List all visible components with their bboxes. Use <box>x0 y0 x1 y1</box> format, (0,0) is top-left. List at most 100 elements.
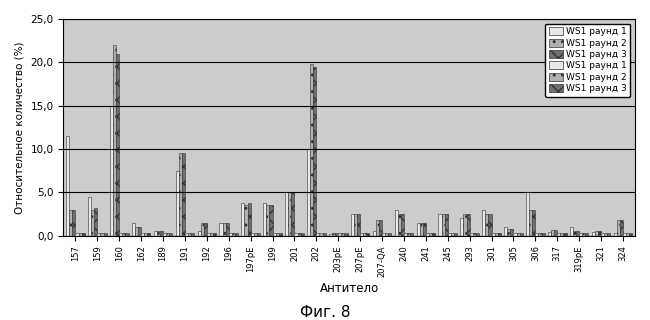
Bar <box>620 220 623 236</box>
Bar <box>470 233 473 236</box>
Bar <box>70 210 72 236</box>
Bar <box>310 64 313 236</box>
Bar <box>351 214 354 236</box>
Bar <box>482 210 486 236</box>
Bar <box>122 233 125 236</box>
Bar <box>354 214 357 236</box>
Bar <box>360 233 363 236</box>
Bar <box>113 45 116 236</box>
Bar <box>279 233 282 236</box>
Bar <box>157 231 160 236</box>
Bar <box>526 192 529 236</box>
Bar <box>367 233 369 236</box>
Bar <box>266 205 270 236</box>
Bar <box>519 233 523 236</box>
Bar <box>222 223 226 236</box>
Bar <box>294 233 298 236</box>
Bar <box>629 233 632 236</box>
Bar <box>160 231 163 236</box>
Bar <box>554 229 557 236</box>
Bar <box>132 223 135 236</box>
Bar <box>103 233 107 236</box>
Bar <box>213 233 216 236</box>
Bar <box>601 233 604 236</box>
Bar <box>426 233 429 236</box>
Bar <box>401 214 404 236</box>
Bar <box>570 227 573 236</box>
Bar <box>322 233 326 236</box>
Bar <box>144 233 148 236</box>
Bar <box>72 210 75 236</box>
Bar <box>573 231 576 236</box>
X-axis label: Антитело: Антитело <box>320 282 379 295</box>
Bar <box>119 233 122 236</box>
Bar <box>536 233 538 236</box>
Bar <box>441 214 445 236</box>
FancyBboxPatch shape <box>0 0 650 300</box>
Bar <box>125 233 129 236</box>
Bar <box>388 233 391 236</box>
Bar <box>301 233 304 236</box>
Bar <box>604 233 607 236</box>
Y-axis label: Относительное количество (%): Относительное количество (%) <box>15 41 25 213</box>
Bar <box>439 214 441 236</box>
Bar <box>166 233 169 236</box>
Bar <box>498 233 501 236</box>
Bar <box>226 223 229 236</box>
Bar <box>210 233 213 236</box>
Bar <box>288 192 291 236</box>
Bar <box>357 214 360 236</box>
Bar <box>110 106 113 236</box>
Bar <box>476 233 479 236</box>
Bar <box>138 227 141 236</box>
Bar <box>420 223 423 236</box>
Bar <box>422 223 426 236</box>
Bar <box>417 223 420 236</box>
Bar <box>244 205 248 236</box>
Bar <box>198 231 201 236</box>
Bar <box>91 210 94 236</box>
Bar <box>229 233 232 236</box>
Bar <box>486 214 488 236</box>
Bar <box>319 233 322 236</box>
Bar <box>317 233 319 236</box>
Bar <box>116 54 119 236</box>
Bar <box>385 233 388 236</box>
Bar <box>614 233 617 236</box>
Bar <box>251 233 254 236</box>
Bar <box>341 233 344 236</box>
Bar <box>504 227 507 236</box>
Bar <box>248 203 251 236</box>
Bar <box>79 233 82 236</box>
Bar <box>291 192 294 236</box>
Bar <box>338 233 341 236</box>
Bar <box>560 233 564 236</box>
Bar <box>276 233 279 236</box>
Bar <box>169 233 172 236</box>
Bar <box>332 233 335 236</box>
Bar <box>232 233 235 236</box>
Bar <box>495 233 498 236</box>
Bar <box>203 223 207 236</box>
Bar <box>382 233 385 236</box>
Bar <box>82 233 85 236</box>
Bar <box>98 233 101 236</box>
Bar <box>94 208 98 236</box>
Bar <box>510 229 514 236</box>
Bar <box>514 233 517 236</box>
Bar <box>404 233 407 236</box>
Bar <box>626 233 629 236</box>
Bar <box>257 233 260 236</box>
Bar <box>491 233 495 236</box>
Bar <box>532 210 536 236</box>
Bar <box>182 153 185 236</box>
Bar <box>467 214 470 236</box>
Bar <box>185 233 188 236</box>
Bar <box>538 233 541 236</box>
Bar <box>335 233 338 236</box>
Bar <box>101 233 103 236</box>
Bar <box>344 233 348 236</box>
Bar <box>623 233 626 236</box>
Bar <box>363 233 367 236</box>
Bar <box>263 203 266 236</box>
